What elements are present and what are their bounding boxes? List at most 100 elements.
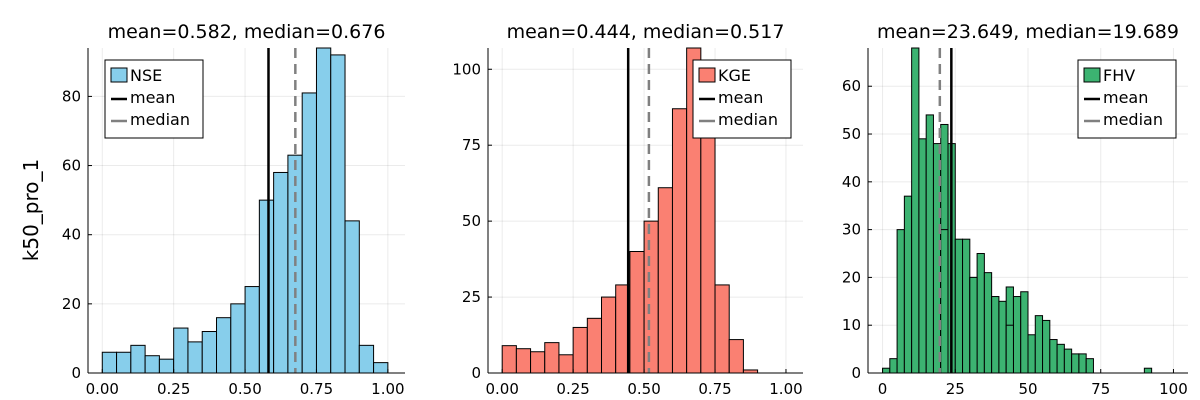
histogram-bar bbox=[601, 296, 617, 374]
histogram-bar bbox=[258, 199, 275, 374]
legend-label: NSE bbox=[130, 66, 162, 85]
histogram-bar bbox=[530, 351, 546, 374]
histogram-bar bbox=[671, 108, 688, 374]
histogram-bar bbox=[515, 348, 532, 374]
x-tick-label: 1.00 bbox=[371, 380, 404, 398]
histogram-bar bbox=[1071, 353, 1080, 374]
y-tick-label: 10 bbox=[842, 316, 861, 334]
y-tick-label: 25 bbox=[462, 288, 481, 306]
legend-label: KGE bbox=[718, 66, 751, 85]
x-tick-label: 1.00 bbox=[769, 380, 802, 398]
histogram-bar bbox=[1078, 353, 1087, 374]
histogram-bar bbox=[998, 300, 1007, 374]
histogram-bar bbox=[657, 187, 673, 374]
histogram-bar bbox=[954, 238, 964, 374]
panel-fhv: 0 25 50 75 100 0 10 20 30 40 50 60 mean=23.649, medi… bbox=[842, 21, 1188, 398]
legend-swatch bbox=[110, 67, 128, 83]
histogram-bar bbox=[344, 220, 360, 374]
legend-label: median bbox=[1103, 110, 1163, 129]
y-tick-label: 50 bbox=[462, 212, 481, 230]
legend-swatch bbox=[698, 67, 716, 83]
histogram-bar bbox=[1056, 343, 1065, 374]
y-tick-label: 20 bbox=[842, 268, 861, 286]
legend: NSE mean median bbox=[104, 59, 204, 139]
histogram-bar bbox=[1085, 358, 1094, 374]
histogram-bar bbox=[969, 276, 978, 374]
x-tick-label: 100 bbox=[1159, 380, 1188, 398]
x-tick-label: 75 bbox=[1091, 380, 1110, 398]
histogram-bar bbox=[173, 327, 189, 374]
histogram-bar bbox=[244, 286, 260, 374]
histogram-bar bbox=[572, 326, 588, 374]
histogram-bar bbox=[101, 351, 118, 374]
x-tick-label: 0.50 bbox=[228, 380, 261, 398]
histogram-bar bbox=[889, 358, 898, 374]
panel-kge: 0.00 0.25 0.50 0.75 1.00 0 25 50 75 100 mean=0.444… bbox=[452, 21, 803, 398]
histogram-bar bbox=[358, 344, 375, 374]
histogram-bar bbox=[925, 114, 934, 374]
legend: KGE mean median bbox=[692, 59, 792, 139]
histogram-bar bbox=[882, 367, 891, 374]
x-tick-label: 50 bbox=[1018, 380, 1037, 398]
legend-label: mean bbox=[1103, 88, 1148, 107]
legend-label: median bbox=[130, 110, 190, 129]
histogram-bar bbox=[1042, 319, 1051, 374]
histogram-bar bbox=[1143, 367, 1153, 374]
figure-ylabel: k50_pro_1 bbox=[19, 159, 43, 261]
y-tick-label: 80 bbox=[62, 87, 81, 105]
y-tick-label: 75 bbox=[462, 136, 481, 154]
histogram-bar bbox=[1034, 315, 1044, 374]
histogram-bar bbox=[700, 135, 716, 374]
y-tick-label: 30 bbox=[842, 221, 861, 239]
histogram-bar bbox=[116, 351, 132, 374]
x-tick-label: 0.50 bbox=[627, 380, 660, 398]
x-tick-label: 0.25 bbox=[556, 380, 589, 398]
histogram-bar bbox=[216, 317, 232, 374]
y-tick-label: 60 bbox=[62, 157, 81, 175]
histogram-bar bbox=[144, 355, 160, 374]
histogram-bar bbox=[558, 354, 574, 374]
x-tick-label: 0.75 bbox=[698, 380, 731, 398]
histogram-bar bbox=[201, 331, 218, 374]
histogram-bar bbox=[158, 358, 175, 374]
histogram-bar bbox=[918, 138, 927, 374]
legend-label: FHV bbox=[1103, 66, 1135, 85]
histogram-bar bbox=[1005, 324, 1014, 374]
y-tick-label: 40 bbox=[62, 226, 81, 244]
y-tick-label: 0 bbox=[71, 364, 81, 382]
panel-nse: 0.00 0.25 0.50 0.75 1.00 0 20 40 60 80 mean=0.582,… bbox=[62, 21, 405, 398]
histogram-bar bbox=[962, 238, 971, 374]
histogram-bar bbox=[501, 345, 517, 374]
histogram-bar bbox=[991, 296, 1000, 374]
histogram-bar bbox=[1012, 296, 1022, 374]
panel-title: mean=0.444, median=0.517 bbox=[507, 21, 785, 43]
legend-label: mean bbox=[130, 88, 175, 107]
x-tick-label: 0.00 bbox=[485, 380, 518, 398]
histogram-bar bbox=[643, 220, 659, 374]
panel-title: mean=23.649, median=19.689 bbox=[877, 21, 1179, 43]
panel-title: mean=0.582, median=0.676 bbox=[108, 21, 386, 43]
x-tick-label: 0.25 bbox=[157, 380, 190, 398]
histogram-bar bbox=[1063, 348, 1073, 374]
legend: FHV mean median bbox=[1077, 59, 1177, 139]
histogram-bar bbox=[911, 47, 920, 374]
histogram-bar bbox=[230, 303, 246, 374]
legend-label: mean bbox=[718, 88, 763, 107]
histogram-bar bbox=[373, 362, 389, 374]
x-tick-label: 0.75 bbox=[300, 380, 333, 398]
y-tick-label: 20 bbox=[62, 295, 81, 313]
y-tick-label: 60 bbox=[842, 77, 861, 95]
histogram-bar bbox=[301, 92, 317, 374]
y-tick-label: 0 bbox=[851, 364, 861, 382]
histogram-bar bbox=[976, 253, 985, 374]
legend-label: median bbox=[718, 110, 778, 129]
legend-swatch bbox=[1083, 67, 1101, 83]
histogram-bar bbox=[983, 272, 993, 374]
y-tick-label: 40 bbox=[842, 173, 861, 191]
histogram-bar bbox=[1049, 339, 1058, 374]
histogram-bar bbox=[1020, 291, 1029, 374]
histogram-bar bbox=[940, 229, 949, 374]
histogram-bar bbox=[1027, 334, 1036, 374]
histogram-bar bbox=[544, 342, 560, 374]
